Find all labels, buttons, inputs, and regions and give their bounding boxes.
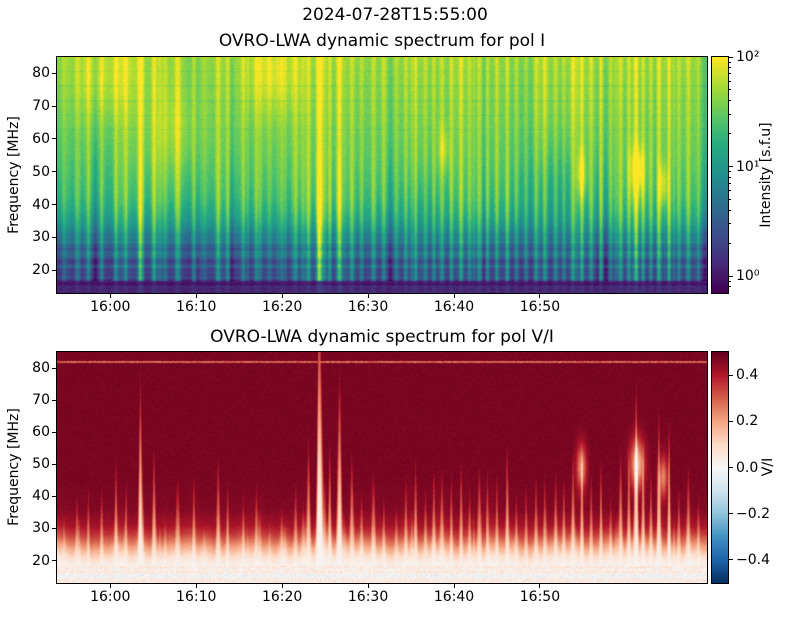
y-tick-label: 70 bbox=[32, 392, 50, 409]
x-tick-label: 16:10 bbox=[176, 299, 217, 315]
colorbar-minor-tick bbox=[729, 89, 731, 91]
colorbar-tick-label: 0.0 bbox=[736, 459, 759, 476]
x-tick-label: 16:50 bbox=[519, 299, 561, 315]
x-tick-label: 16:40 bbox=[433, 299, 475, 315]
colorbar-minor-tick bbox=[729, 133, 731, 135]
pol-vi-heatmap-canvas bbox=[57, 352, 707, 583]
colorbar-minor-tick bbox=[729, 171, 731, 173]
colorbar-minor-tick bbox=[729, 190, 731, 192]
colorbar-major-tick bbox=[729, 166, 733, 167]
x-tick-label: 16:20 bbox=[261, 589, 303, 605]
colorbar-tick-label: −0.2 bbox=[736, 505, 770, 522]
x-tick-label: 16:00 bbox=[90, 299, 131, 315]
x-tick bbox=[195, 584, 197, 588]
y-tick bbox=[52, 495, 56, 497]
colorbar-minor-tick bbox=[729, 100, 731, 102]
y-tick bbox=[52, 236, 56, 238]
pol-i-colorbar bbox=[711, 56, 729, 294]
y-tick-label: 50 bbox=[32, 163, 50, 180]
colorbar-tick-label: 10¹ bbox=[736, 158, 760, 175]
x-tick bbox=[281, 584, 283, 588]
y-tick-label: 80 bbox=[32, 65, 50, 82]
x-tick bbox=[195, 294, 197, 298]
colorbar-minor-tick bbox=[729, 67, 731, 69]
colorbar-minor-tick bbox=[729, 280, 731, 282]
x-tick bbox=[539, 294, 541, 298]
colorbar-minor-tick bbox=[729, 242, 731, 244]
colorbar-minor-tick bbox=[729, 209, 731, 211]
y-tick bbox=[52, 527, 56, 529]
y-tick bbox=[52, 138, 56, 140]
x-tick-label: 16:10 bbox=[176, 589, 217, 605]
x-tick bbox=[281, 294, 283, 298]
pol-i-colorbar-canvas bbox=[712, 57, 728, 293]
x-tick bbox=[539, 584, 541, 588]
y-tick-label: 80 bbox=[32, 360, 50, 377]
y-tick-label: 60 bbox=[32, 130, 50, 147]
y-tick bbox=[52, 463, 56, 465]
x-tick-label: 16:50 bbox=[519, 589, 561, 605]
y-tick bbox=[52, 399, 56, 401]
colorbar-minor-tick bbox=[729, 286, 731, 288]
y-tick bbox=[52, 269, 56, 271]
y-tick-label: 20 bbox=[32, 262, 50, 279]
x-tick bbox=[367, 294, 369, 298]
colorbar-minor-tick bbox=[729, 113, 731, 115]
colorbar-major-tick bbox=[729, 559, 733, 561]
x-tick-label: 16:20 bbox=[261, 299, 303, 315]
y-tick bbox=[52, 204, 56, 205]
colorbar-minor-tick bbox=[729, 80, 731, 82]
colorbar-tick-label: 0.4 bbox=[736, 367, 759, 384]
x-tick bbox=[109, 584, 111, 588]
y-tick-label: 20 bbox=[32, 552, 50, 569]
colorbar-tick-label: −0.4 bbox=[736, 551, 770, 568]
x-tick-label: 16:40 bbox=[433, 589, 475, 605]
colorbar-minor-tick bbox=[729, 176, 731, 178]
pol-vi-colorbar-canvas bbox=[712, 352, 728, 583]
y-tick-label: 60 bbox=[32, 424, 50, 441]
pol-vi-title: OVRO-LWA dynamic spectrum for pol V/I bbox=[210, 327, 554, 347]
figure-suptitle: 2024-07-28T15:55:00 bbox=[302, 5, 488, 25]
pol-i-heatmap-canvas bbox=[57, 57, 707, 293]
colorbar-minor-tick bbox=[729, 223, 731, 225]
pol-vi-colorbar bbox=[711, 351, 729, 584]
x-tick-label: 16:00 bbox=[90, 589, 131, 605]
colorbar-major-tick bbox=[729, 275, 733, 277]
y-tick bbox=[52, 431, 56, 433]
colorbar-minor-tick bbox=[729, 73, 731, 75]
x-tick-label: 16:30 bbox=[347, 589, 389, 605]
colorbar-major-tick bbox=[729, 374, 733, 376]
colorbar-major-tick bbox=[729, 467, 733, 468]
pol-vi-spectrogram bbox=[56, 351, 708, 584]
y-tick-label: 30 bbox=[32, 229, 50, 246]
colorbar-tick-label: 10⁰ bbox=[736, 268, 760, 285]
pol-i-spectrogram bbox=[56, 56, 708, 294]
x-tick bbox=[453, 294, 455, 298]
y-tick-label: 30 bbox=[32, 520, 50, 537]
y-tick-label: 50 bbox=[32, 456, 50, 473]
y-tick-label: 40 bbox=[32, 196, 50, 213]
x-tick bbox=[367, 584, 369, 588]
colorbar-tick-label: 10² bbox=[736, 49, 760, 65]
x-tick bbox=[453, 584, 455, 588]
colorbar-major-tick bbox=[729, 420, 733, 422]
colorbar-minor-tick bbox=[729, 182, 731, 184]
pol-i-title: OVRO-LWA dynamic spectrum for pol I bbox=[218, 31, 546, 51]
y-tick bbox=[52, 72, 56, 74]
x-tick bbox=[109, 294, 111, 298]
colorbar-major-tick bbox=[729, 56, 733, 58]
y-tick bbox=[52, 171, 56, 173]
y-tick bbox=[52, 367, 56, 369]
colorbar-major-tick bbox=[729, 513, 733, 515]
y-tick bbox=[52, 105, 56, 107]
x-tick-label: 16:30 bbox=[347, 299, 389, 315]
colorbar-tick-label: 0.2 bbox=[736, 413, 759, 430]
colorbar-minor-tick bbox=[729, 198, 731, 200]
y-tick bbox=[52, 560, 56, 562]
colorbar-minor-tick bbox=[729, 61, 731, 63]
y-tick-label: 40 bbox=[32, 488, 50, 505]
y-tick-label: 70 bbox=[32, 98, 50, 115]
